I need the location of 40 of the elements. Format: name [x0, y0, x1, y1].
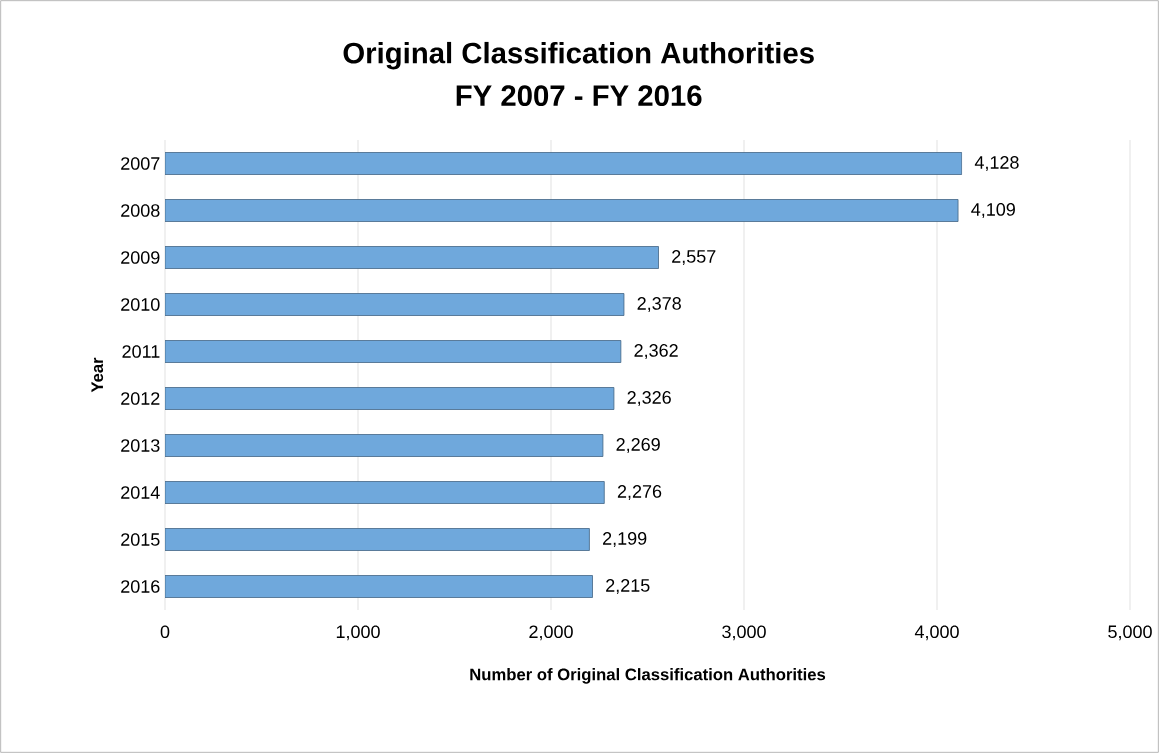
data-label: 2,326 — [627, 391, 671, 406]
data-label: 2,378 — [637, 297, 681, 312]
y-tick-label: 2014 — [121, 486, 160, 499]
y-tick-label: 2015 — [121, 533, 160, 546]
chart-subtitle: FY 2007 - FY 2016 — [456, 85, 702, 107]
data-label: 2,269 — [616, 438, 660, 453]
data-label: 4,109 — [971, 203, 1015, 218]
chart-title: Original Classification Authorities — [343, 41, 814, 70]
x-tick-label: 1,000 — [336, 625, 380, 641]
y-tick-label: 2011 — [122, 345, 160, 358]
bar — [165, 575, 593, 598]
bar — [165, 387, 615, 410]
y-tick-label: 2008 — [121, 204, 160, 217]
x-tick-label: 4,000 — [914, 625, 959, 641]
y-tick-label: 2007 — [121, 157, 160, 170]
data-label: 2,199 — [603, 532, 647, 547]
bar — [165, 293, 625, 316]
bar — [165, 152, 963, 175]
y-tick-label: 2016 — [121, 580, 160, 593]
bar — [165, 481, 605, 504]
bar — [165, 434, 604, 457]
data-label: 2,215 — [606, 579, 650, 594]
bar — [165, 528, 590, 551]
data-label: 2,557 — [672, 250, 716, 265]
y-tick-label: 2012 — [121, 392, 160, 405]
x-tick-label: 5,000 — [1108, 625, 1152, 641]
data-label: 2,276 — [617, 485, 662, 500]
x-tick-label: 3,000 — [722, 625, 766, 641]
x-tick-label: 2,000 — [529, 625, 573, 641]
y-tick-label: 2013 — [121, 439, 160, 452]
data-label: 4,128 — [974, 156, 1019, 171]
y-tick-label: 2010 — [121, 298, 160, 311]
bar — [165, 246, 659, 269]
x-axis-title: Number of Original Classification Authorities — [470, 668, 826, 684]
bar — [165, 340, 622, 363]
x-tick-label: 0 — [160, 625, 170, 639]
y-tick-label: 2009 — [121, 251, 160, 264]
y-axis-title: Year — [91, 357, 104, 393]
bar — [165, 199, 959, 222]
data-label: 2,362 — [634, 344, 678, 359]
